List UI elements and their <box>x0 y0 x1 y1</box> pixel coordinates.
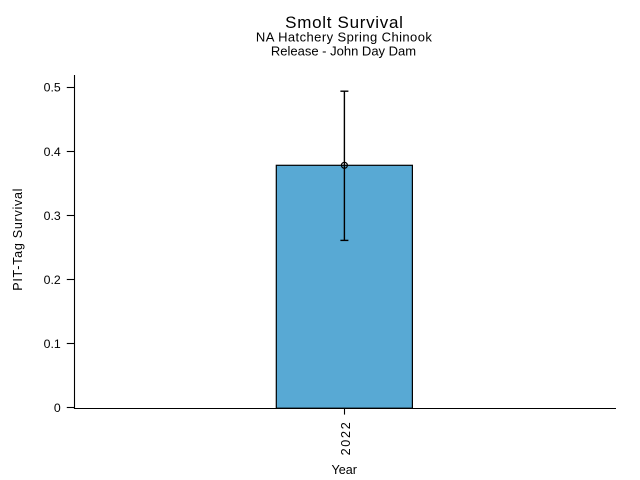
svg-text:Smolt Survival: Smolt Survival <box>285 13 403 32</box>
svg-text:0.1: 0.1 <box>44 337 61 351</box>
svg-text:0.5: 0.5 <box>44 81 61 95</box>
svg-text:2022: 2022 <box>339 421 353 456</box>
svg-text:0.4: 0.4 <box>44 145 61 159</box>
svg-text:0.3: 0.3 <box>44 209 61 223</box>
svg-text:PIT-Tag Survival: PIT-Tag Survival <box>11 188 25 291</box>
svg-text:0.2: 0.2 <box>44 273 61 287</box>
svg-text:0: 0 <box>54 401 61 415</box>
svg-text:Year: Year <box>331 463 356 477</box>
svg-text:NA Hatchery Spring Chinook: NA Hatchery Spring Chinook <box>256 30 432 45</box>
svg-text:Release - John Day Dam: Release - John Day Dam <box>271 44 416 59</box>
